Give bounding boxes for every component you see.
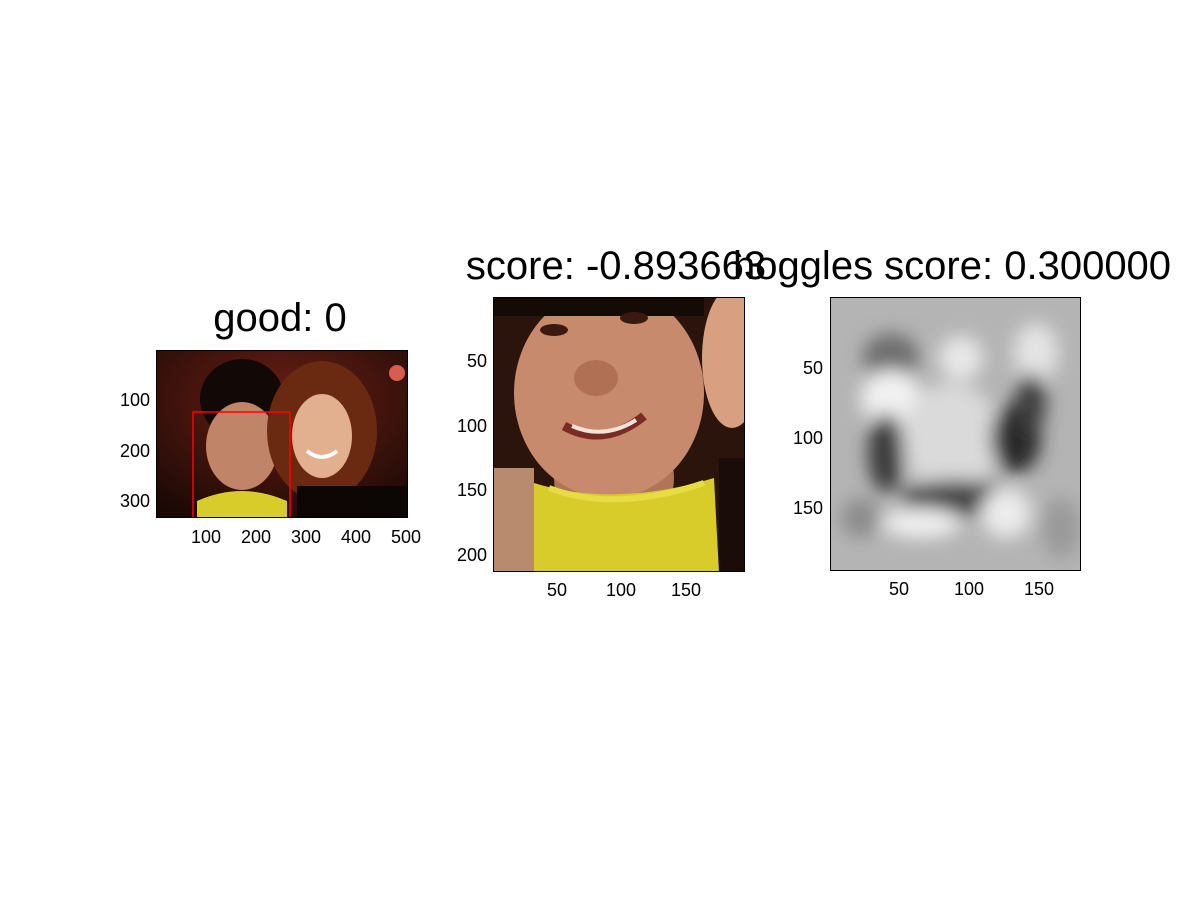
crop-image-axes [493, 297, 745, 572]
y-tick: 150 [456, 480, 487, 500]
face-bounding-box [192, 411, 291, 517]
x-tick: 100 [605, 580, 637, 600]
hoggles-reconstruction [831, 298, 1080, 570]
x-tick: 50 [546, 580, 568, 600]
x-tick: 400 [340, 527, 372, 547]
x-tick: 150 [670, 580, 702, 600]
y-tick: 100 [119, 390, 150, 410]
original-image-axes [156, 350, 408, 518]
y-tick: 100 [456, 416, 487, 436]
panel-original-title: good: 0 [213, 296, 347, 340]
y-tick: 300 [119, 491, 150, 511]
crop-photo [494, 298, 744, 571]
hoggles-image-axes [830, 297, 1081, 571]
y-tick: 150 [792, 498, 823, 518]
y-tick: 200 [119, 441, 150, 461]
panel-crop-title: score: -0.893663 [465, 244, 767, 288]
x-tick: 100 [953, 579, 985, 599]
original-photo [157, 351, 407, 517]
x-tick: 50 [888, 579, 910, 599]
x-tick: 150 [1023, 579, 1055, 599]
panel-hoggles-title: hoggles score: 0.300000 [732, 244, 1172, 288]
x-tick: 200 [240, 527, 272, 547]
x-tick: 100 [190, 527, 222, 547]
y-tick: 100 [792, 428, 823, 448]
y-tick: 50 [802, 358, 823, 378]
x-tick: 500 [390, 527, 422, 547]
y-tick: 50 [466, 351, 487, 371]
x-tick: 300 [290, 527, 322, 547]
y-tick: 200 [456, 545, 487, 565]
